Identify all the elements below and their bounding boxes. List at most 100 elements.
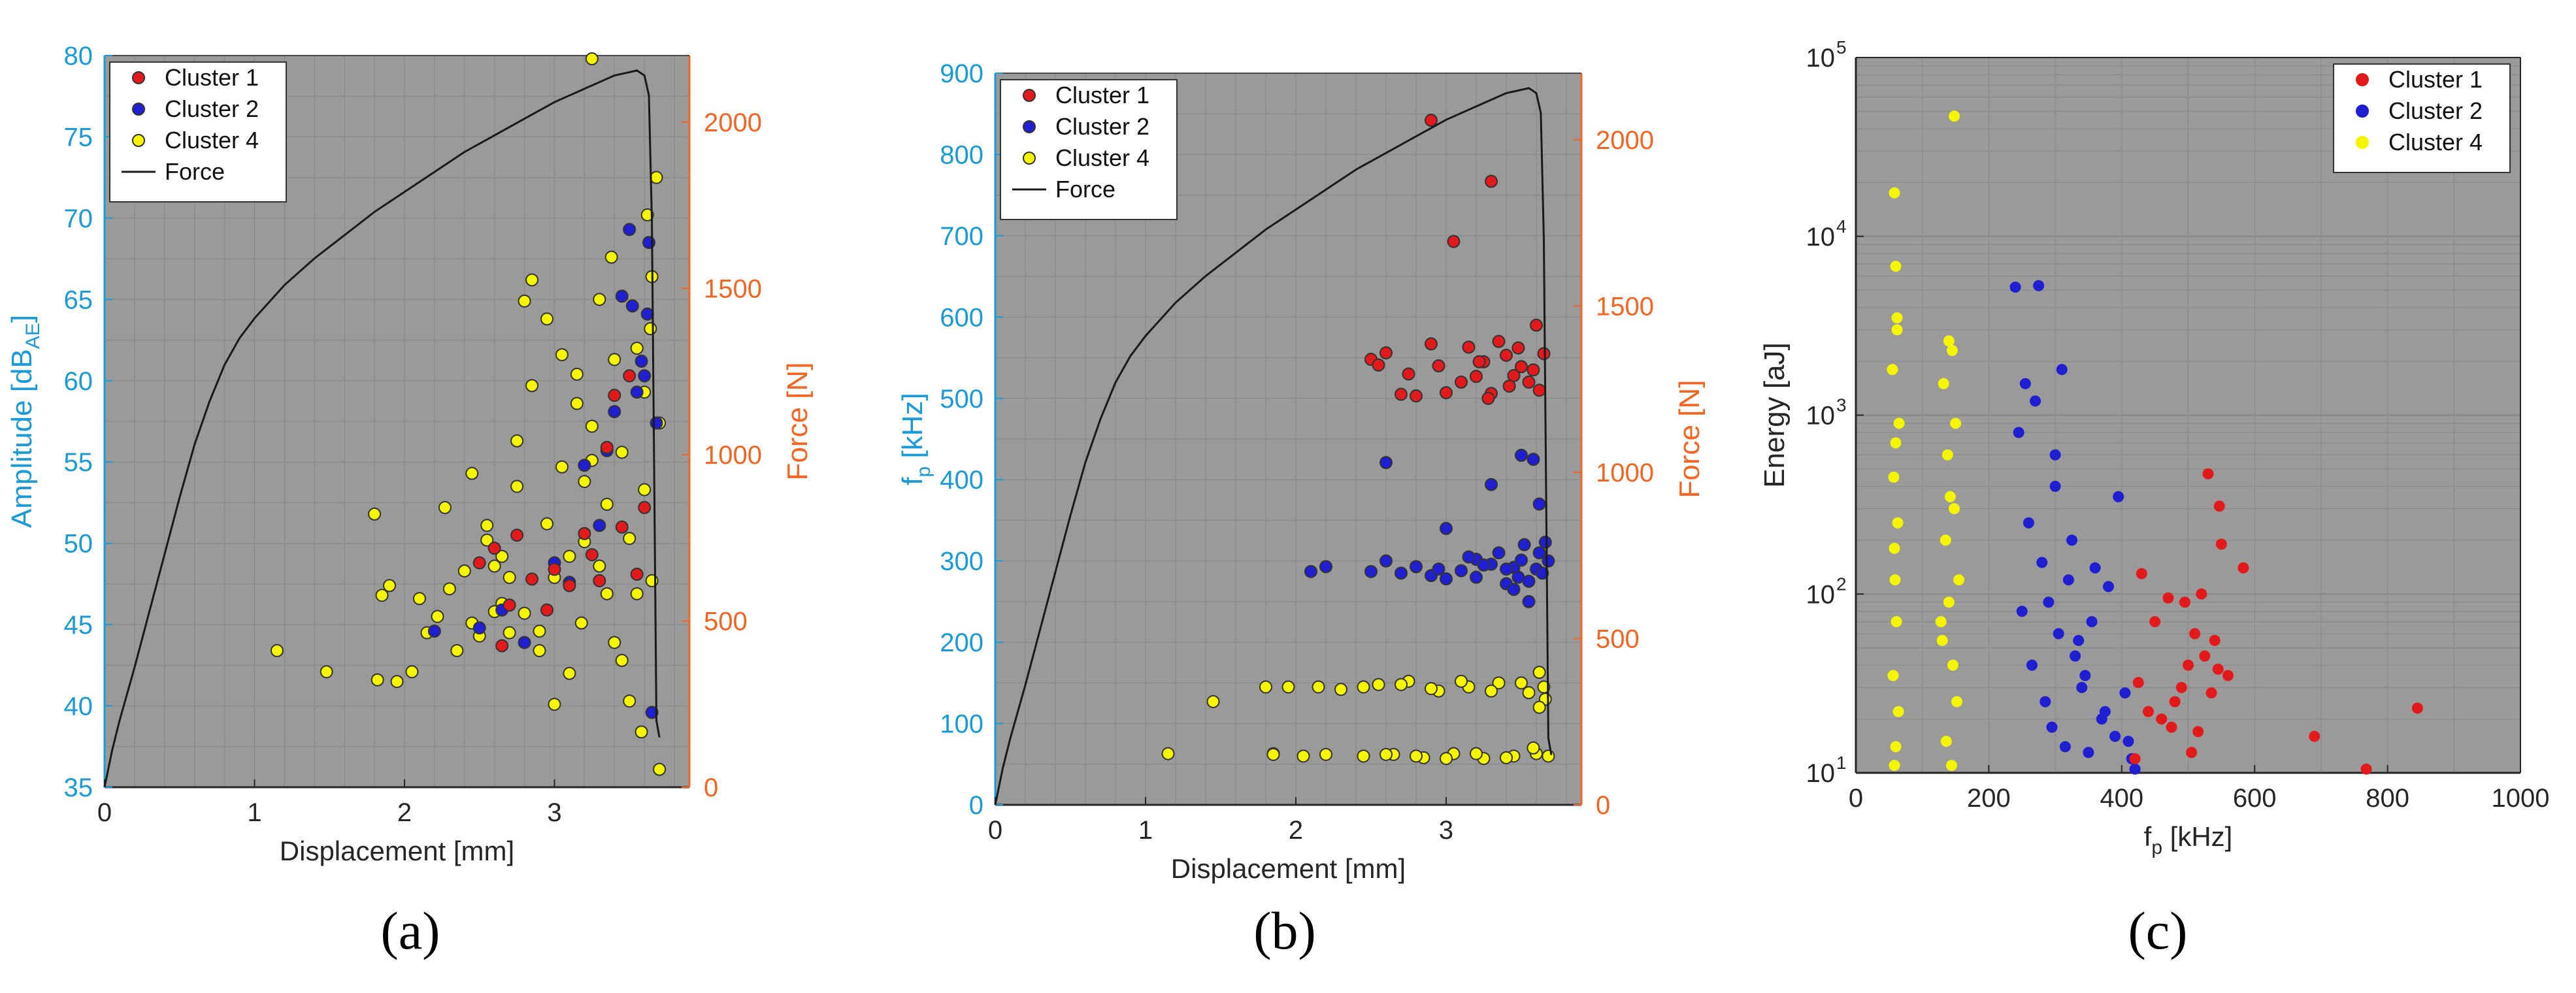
data-point [1949,503,1960,515]
data-point [578,475,591,489]
y-tick-label: 55 [64,448,93,477]
data-point [574,616,588,630]
data-point [2156,713,2168,725]
data-point [1319,747,1332,761]
data-point [1492,676,1506,690]
x-tick-label: 1 [1138,816,1153,845]
data-point [585,52,599,65]
data-point [1949,110,1960,122]
data-point [518,606,531,620]
data-point [1542,749,1555,763]
data-point [608,636,621,649]
data-point [2212,663,2224,675]
data-point [2030,395,2041,407]
data-point [2360,763,2372,775]
legend-label: Cluster 2 [1055,113,1149,140]
data-point [480,533,494,547]
data-point [1515,448,1528,462]
data-point [1500,751,1513,764]
grid [1855,57,2521,774]
y-tick-label: 10 [1806,223,1836,252]
data-point [1470,370,1483,383]
data-point [2046,721,2058,733]
data-point [555,460,569,474]
data-point [640,208,654,221]
legend-swatch [132,71,145,84]
series-cluster-1 [2129,468,2423,775]
data-point [653,762,667,776]
data-point [2175,681,2187,693]
data-point [1889,187,1900,199]
data-point [487,542,501,555]
data-point [2036,557,2048,568]
y-tick-label: 0 [969,791,983,820]
data-point [570,397,584,410]
data-point [630,342,644,355]
data-point [604,250,618,264]
data-point [2202,468,2214,480]
data-point [2136,568,2147,579]
series-cluster-1 [1364,114,1551,405]
y-tick-label: 700 [940,222,983,251]
legend-label: Cluster 1 [1055,82,1149,108]
data-point [383,579,397,593]
data-point [2215,538,2227,550]
data-point [1953,574,1965,586]
legend-label: Force [1055,176,1115,203]
legend-label: Cluster 4 [2388,129,2483,155]
y2-tick-label: 0 [1596,791,1610,820]
data-point [2099,706,2111,717]
data-point [2142,706,2154,717]
data-point [1402,367,1415,381]
data-point [1888,471,1900,483]
data-point [2189,628,2201,640]
data-point [593,574,606,587]
data-point [615,520,629,534]
data-point [635,354,648,368]
data-point [1892,706,1904,717]
data-point [1887,364,1898,376]
data-point [1515,360,1528,374]
data-layer [103,52,667,788]
data-point [608,389,621,402]
data-point [1372,677,1385,691]
data-point [1891,312,1903,324]
data-point [645,706,659,719]
data-point [570,367,584,381]
data-point [2109,730,2121,742]
data-point [2113,491,2124,502]
y-tick-label: 10 [1806,402,1836,431]
data-point [518,636,531,649]
y-tick-label: 800 [940,140,983,169]
data-point [503,626,516,640]
data-point [442,582,456,596]
data-point [1470,747,1483,760]
legend-label: Cluster 2 [165,95,259,122]
data-point [1502,380,1516,393]
data-point [1425,337,1438,351]
data-point [615,289,629,303]
data-point [1440,386,1453,400]
x-tick-label: 3 [1439,816,1453,845]
data-point [1410,389,1423,403]
data-point [630,587,644,600]
data-point [1538,536,1552,549]
data-point [2062,574,2074,586]
data-point [1507,583,1521,596]
x-tick-label: 0 [97,798,112,827]
y2-tick-label: 1500 [704,274,762,303]
data-point [1395,387,1408,401]
data-point [2070,650,2081,662]
x-axis-title: Displacement [mm] [280,836,514,866]
legend: Cluster 1 Cluster 2 Cluster 4 Force [1000,79,1178,220]
data-point [1532,383,1546,397]
y-tick-exponent: 4 [1836,216,1847,236]
data-point [2049,480,2061,492]
data-point [438,500,452,514]
y2-tick-label: 2000 [1596,126,1654,155]
legend-label: Cluster 4 [165,127,259,154]
data-point [1364,564,1378,578]
data-point [1947,659,1958,671]
y2-axis-title: Force [N] [1674,380,1706,498]
